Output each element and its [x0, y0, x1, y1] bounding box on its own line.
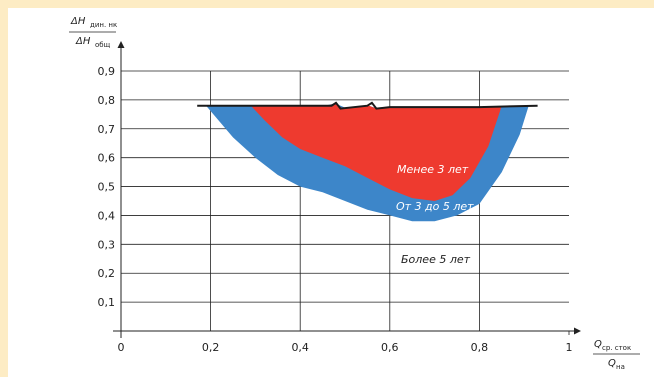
y-tick-label: 0,1 — [98, 296, 116, 309]
y-tick-label: 0,2 — [98, 267, 116, 280]
x-axis-title-num-sub: ср. сток — [602, 344, 631, 352]
y-tick-label: 0,4 — [98, 209, 116, 222]
x-tick-label: 0,6 — [381, 341, 399, 354]
x-tick-label: 0,4 — [291, 341, 309, 354]
x-axis-title-den-main: Q — [608, 358, 616, 369]
tick-layer: 0,1 0,2 0,3 0,4 0,5 0,6 0,7 0,8 0,9 0 0,2 0,4 0,6 0,8… — [98, 65, 573, 354]
x-tick-label: 0,8 — [471, 341, 489, 354]
x-axis-title-num-main: Q — [594, 339, 602, 350]
zone-label-3-to-5: От 3 до 5 лет — [396, 200, 474, 213]
zone-label-less-3: Менее 3 лет — [397, 163, 469, 176]
y-tick-label: 0,5 — [98, 181, 116, 194]
zone-less-3-years — [250, 103, 502, 201]
x-tick-label: 0,2 — [202, 341, 220, 354]
chart-panel: 0,1 0,2 0,3 0,4 0,5 0,6 0,7 0,8 0,9 0 0,2 0,4 0,6 0,8… — [8, 8, 654, 377]
y-tick-label: 0,8 — [98, 94, 116, 107]
zone-layer — [197, 101, 538, 222]
x-axis-title: Q ср. сток Q на — [593, 339, 640, 371]
chart-svg: 0,1 0,2 0,3 0,4 0,5 0,6 0,7 0,8 0,9 0 0,2 0,4 0,6 0,8… — [69, 16, 640, 371]
x-tick-label: 0 — [118, 341, 125, 354]
y-tick-label: 0,3 — [98, 238, 116, 251]
y-axis-title-den-sub: общ — [95, 41, 111, 49]
y-tick-label: 0,6 — [98, 152, 116, 165]
x-tick-label: 1 — [566, 341, 573, 354]
y-tick-label: 0,7 — [98, 123, 116, 136]
y-axis-title-num-sub: дин. нк — [90, 21, 117, 29]
y-axis-title: ΔH дин. нк ΔH общ — [69, 16, 117, 49]
zone-label-more-5: Более 5 лет — [401, 253, 471, 266]
axis-layer — [113, 41, 581, 338]
upper-boundary-line — [197, 101, 538, 110]
x-axis-title-den-sub: на — [616, 363, 625, 371]
y-axis-title-num-main: ΔH — [70, 16, 86, 27]
y-tick-label: 0,9 — [98, 65, 116, 78]
y-axis-title-den-main: ΔH — [75, 36, 91, 47]
